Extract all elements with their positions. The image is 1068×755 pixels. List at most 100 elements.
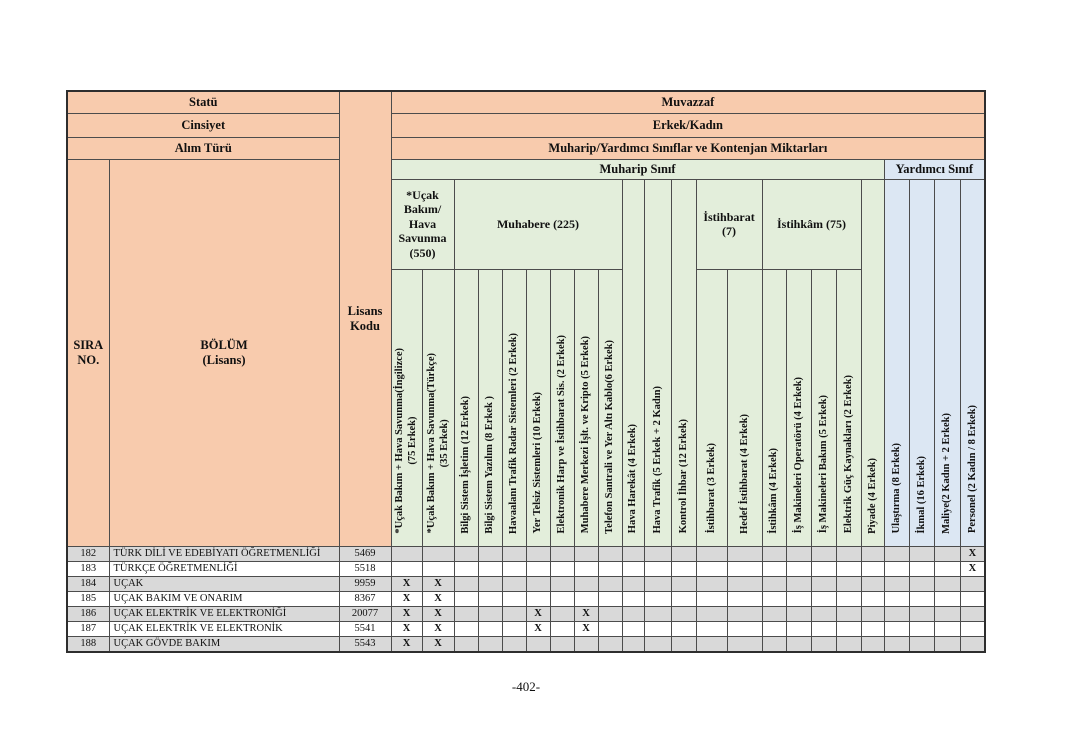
- row-quota-mark: [726, 545, 763, 562]
- row-quota-mark: X: [390, 605, 423, 622]
- col-header-istihbarat: İstihbarat (3 Erkek): [695, 268, 728, 547]
- row-quota-mark: [573, 575, 599, 592]
- row-quota-mark: [726, 620, 763, 637]
- bolum-header: BÖLÜM (Lisans): [108, 158, 340, 547]
- col-header-ikmal: İkmal (16 Erkek): [908, 178, 935, 547]
- row-quota-mark: X: [421, 590, 455, 607]
- row-quota-mark: [860, 545, 885, 562]
- row-lisans-kodu: 20077: [338, 605, 392, 622]
- group-istihkam: İstihkâm (75): [761, 178, 862, 270]
- row-quota-mark: [670, 575, 697, 592]
- row-quota-mark: [908, 590, 935, 607]
- row-quota-mark: [525, 635, 551, 653]
- row-quota-mark: [597, 545, 623, 562]
- muharip-sinif-header: Muharip Sınıf: [390, 158, 885, 180]
- row-quota-mark: [726, 590, 763, 607]
- row-bolum-name: UÇAK ELEKTRİK VE ELEKTRONİĞİ: [108, 605, 340, 622]
- row-quota-mark: [695, 575, 728, 592]
- col-header-label: Havaalanı Trafik Radar Sistemleri (2 Erk…: [508, 332, 520, 534]
- muvazzaf-label: Muvazzaf: [390, 90, 986, 114]
- row-quota-mark: [549, 605, 575, 622]
- row-quota-mark: [810, 635, 837, 653]
- row-quota-mark: [477, 605, 503, 622]
- row-quota-mark: [810, 590, 837, 607]
- row-quota-mark: [860, 560, 885, 577]
- row-quota-mark: X: [573, 620, 599, 637]
- row-quota-mark: [959, 605, 986, 622]
- row-quota-mark: [477, 635, 503, 653]
- row-quota-mark: [695, 560, 728, 577]
- col-header-label: Bilgi Sistem İşletim (12 Erkek): [460, 395, 472, 534]
- row-quota-mark: [453, 560, 479, 577]
- row-quota-mark: [501, 575, 527, 592]
- row-sira-no: 183: [66, 560, 110, 577]
- row-bolum-name: TÜRK DİLİ VE EDEBİYATI ÖĞRETMENLİĞİ: [108, 545, 340, 562]
- row-quota-mark: X: [390, 590, 423, 607]
- col-header-label: Piyade (4 Erkek): [866, 457, 878, 534]
- table-row: 187 UÇAK ELEKTRİK VE ELEKTRONİK 5541 X X X X: [66, 620, 986, 637]
- col-header-hava-trafik: Hava Trafik (5 Erkek + 2 Kadın): [643, 178, 672, 547]
- row-quota-mark: [643, 545, 672, 562]
- row-quota-mark: X: [573, 605, 599, 622]
- row-lisans-kodu: 5541: [338, 620, 392, 637]
- row-quota-mark: [573, 590, 599, 607]
- yardimci-sinif-header: Yardımcı Sınıf: [883, 158, 986, 180]
- row-quota-mark: [597, 575, 623, 592]
- row-quota-mark: [573, 560, 599, 577]
- row-quota-mark: [597, 560, 623, 577]
- row-quota-mark: [785, 635, 812, 653]
- row-quota-mark: [525, 590, 551, 607]
- row-quota-mark: [785, 605, 812, 622]
- row-quota-mark: [453, 635, 479, 653]
- col-header-muhabere-merkezi: Muhabere Merkezi İşlt. ve Kripto (5 Erke…: [573, 268, 599, 547]
- row-quota-mark: [959, 635, 986, 653]
- row-quota-mark: [883, 620, 910, 637]
- row-quota-mark: X: [421, 575, 455, 592]
- row-quota-mark: [959, 620, 986, 637]
- row-bolum-name: TÜRKÇE ÖĞRETMENLİĞİ: [108, 560, 340, 577]
- row-lisans-kodu: 8367: [338, 590, 392, 607]
- col-header-elektrik-guc: Elektrik Güç Kaynakları (2 Erkek): [835, 268, 862, 547]
- row-sira-no: 184: [66, 575, 110, 592]
- row-quota-mark: [835, 545, 862, 562]
- kontenjan-miktarlari-label: Muharip/Yardımcı Sınıflar ve Kontenjan M…: [390, 136, 986, 160]
- col-header-label: Maliye(2 Kadın + 2 Erkek): [941, 412, 953, 534]
- col-header-label: Personel (2 Kadın / 8 Erkek): [966, 405, 978, 534]
- table-row: 186 UÇAK ELEKTRİK VE ELEKTRONİĞİ 20077 X X X X: [66, 605, 986, 622]
- row-quota-mark: [643, 620, 672, 637]
- col-header-is-makineleri-operatoru: İş Makineleri Operatörü (4 Erkek): [785, 268, 812, 547]
- row-quota-mark: [549, 545, 575, 562]
- row-quota-mark: [670, 545, 697, 562]
- lisans-kodu-header: Lisans Kodu: [338, 90, 392, 547]
- row-quota-mark: [959, 590, 986, 607]
- row-quota-mark: [501, 620, 527, 637]
- col-header-label: *Uçak Bakım + Hava Savunma(Türkçe) (35 E…: [425, 353, 451, 534]
- kontenjan-table: Statü Lisans Kodu Muvazzaf Cinsiyet Erke…: [66, 90, 987, 653]
- row-quota-mark: [933, 605, 961, 622]
- row-quota-mark: [477, 575, 503, 592]
- row-quota-mark: [908, 635, 935, 653]
- row-quota-mark: X: [959, 545, 986, 562]
- row-quota-mark: [959, 575, 986, 592]
- row-quota-mark: [835, 605, 862, 622]
- row-quota-mark: [549, 590, 575, 607]
- row-quota-mark: [933, 575, 961, 592]
- row-quota-mark: [835, 620, 862, 637]
- cinsiyet-label: Cinsiyet: [66, 112, 340, 138]
- header-row-groups: *Uçak Bakım/ Hava Savunma (550) Muhabere…: [67, 178, 986, 547]
- group-istihbarat: İstihbarat (7): [695, 178, 763, 270]
- row-quota-mark: [761, 545, 787, 562]
- row-quota-mark: [621, 545, 645, 562]
- row-bolum-name: UÇAK: [108, 575, 340, 592]
- row-quota-mark: [549, 635, 575, 653]
- row-quota-mark: [908, 575, 935, 592]
- row-quota-mark: [933, 635, 961, 653]
- row-quota-mark: X: [390, 575, 423, 592]
- col-header-is-makineleri-bakim: İş Makineleri Bakım (5 Erkek): [810, 268, 837, 547]
- row-quota-mark: X: [390, 620, 423, 637]
- row-quota-mark: [860, 635, 885, 653]
- table-row: 185 UÇAK BAKIM VE ONARIM 8367 X X: [66, 590, 986, 607]
- row-quota-mark: [810, 605, 837, 622]
- row-quota-mark: [453, 605, 479, 622]
- table-row: 188 UÇAK GÖVDE BAKIM 5543 X X: [66, 635, 986, 653]
